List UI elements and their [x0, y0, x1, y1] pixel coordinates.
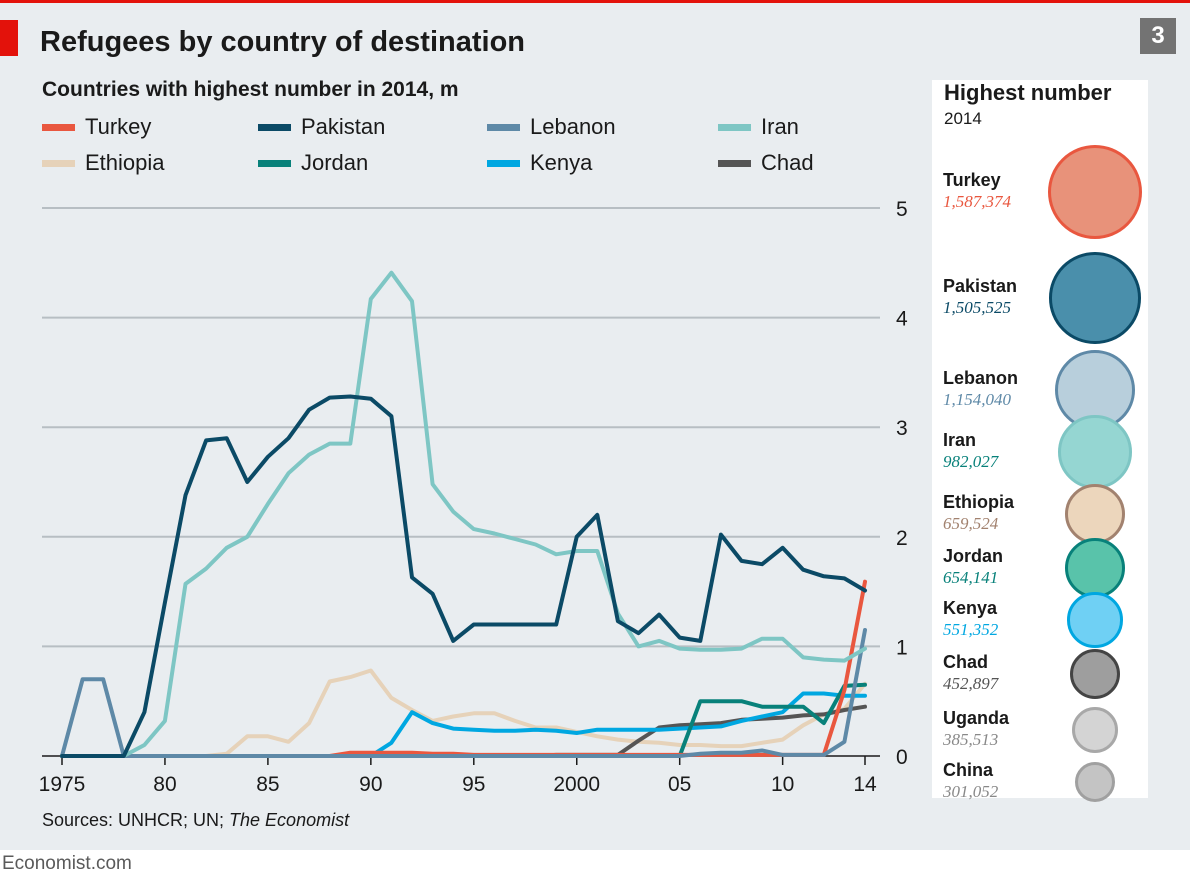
bubble-country-name: Iran — [943, 430, 977, 450]
y-tick-label: 5 — [896, 198, 908, 221]
bubble-country-name: China — [943, 760, 994, 780]
chart-number-badge: 3 — [1140, 18, 1176, 54]
legend-swatch — [718, 123, 751, 131]
x-tick-label: 95 — [462, 773, 485, 796]
bubble-country-name: Pakistan — [943, 276, 1018, 296]
legend-item-jordan: Jordan — [258, 150, 368, 176]
x-tick-label: 80 — [153, 773, 176, 796]
legend-item-kenya: Kenya — [487, 150, 592, 176]
bubble-country-name: Turkey — [943, 170, 1001, 190]
y-tick-label: 4 — [896, 308, 908, 331]
bubble-circle — [1058, 415, 1132, 489]
brand-credit: Economist.com — [2, 853, 132, 874]
y-tick-label: 3 — [896, 417, 908, 440]
bubble-circle — [1064, 537, 1126, 599]
x-tick-label: 10 — [771, 773, 794, 796]
bubble-country-name: Lebanon — [943, 368, 1018, 388]
series-line-lebanon — [60, 628, 867, 758]
sources-note: Sources: UNHCR; UN; The Economist — [42, 810, 349, 831]
sources-text: Sources: UNHCR; UN; — [42, 810, 230, 830]
legend-item-ethiopia: Ethiopia — [42, 150, 165, 176]
x-tick-label: 05 — [668, 773, 691, 796]
legend-label: Lebanon — [530, 114, 616, 139]
legend-item-pakistan: Pakistan — [258, 114, 385, 140]
legend-swatch — [487, 159, 520, 167]
legend-label: Chad — [761, 150, 814, 175]
legend-swatch — [718, 159, 751, 167]
x-tick-label: 1975 — [39, 773, 86, 796]
bubble-circle — [1049, 252, 1141, 344]
bubble-country-name: Ethiopia — [943, 492, 1014, 512]
bubble-country-name: Chad — [943, 652, 988, 672]
bubble-country-name: Jordan — [943, 546, 1004, 566]
x-tick-label: 2000 — [553, 773, 600, 796]
series-line-pakistan — [60, 394, 867, 758]
bubble-country-name: Kenya — [943, 598, 998, 618]
bubble-value-label: 551,352 — [943, 620, 999, 639]
sources-italic-text: The Economist — [229, 810, 350, 830]
bubble-circle — [1064, 483, 1126, 545]
x-tick-label: 85 — [256, 773, 279, 796]
legend-label: Ethiopia — [85, 150, 165, 175]
bubble-value-label: 385,513 — [943, 730, 999, 749]
bubble-value-label: 659,524 — [943, 514, 999, 533]
bubble-country-name: Uganda — [943, 708, 1010, 728]
bubble-circle — [1069, 648, 1121, 700]
side-panel-subtitle: 2014 — [944, 109, 982, 128]
legend-label: Pakistan — [301, 114, 386, 139]
bubble-value-label: 982,027 — [943, 452, 999, 471]
legend-item-chad: Chad — [718, 150, 814, 176]
chart-subtitle: Countries with highest number in 2014, m — [42, 78, 459, 101]
y-tick-label: 1 — [896, 636, 908, 659]
top-red-rule — [0, 0, 1190, 3]
y-tick-label: 0 — [896, 746, 908, 769]
legend-item-iran: Iran — [718, 114, 799, 140]
legend-swatch — [42, 159, 75, 167]
legend-label: Jordan — [301, 150, 369, 175]
side-panel-title: Highest number — [944, 80, 1112, 105]
bubble-circle — [1071, 706, 1119, 754]
bubble-value-label: 1,154,040 — [943, 390, 1011, 409]
highest-number-panel: Highest number 2014 Turkey 1,587,374 Pakis… — [932, 80, 1148, 803]
bubble-value-label: 654,141 — [943, 568, 999, 587]
y-tick-label: 2 — [896, 527, 908, 550]
legend-item-turkey: Turkey — [42, 114, 151, 140]
series-line-iran — [60, 270, 867, 758]
line-chart: 0 1 2 3 4 5 1975 80 85 90 95 2000 05 10 14 — [39, 198, 908, 796]
chart-title: Refugees by country of destination — [40, 26, 525, 58]
bubble-value-label: 1,505,525 — [943, 298, 1011, 317]
bubble-circle — [1048, 145, 1142, 239]
legend-swatch — [487, 123, 520, 131]
red-tab-marker — [0, 20, 18, 56]
legend-swatch — [258, 159, 291, 167]
legend-label: Kenya — [530, 150, 593, 175]
bubble-value-label: 301,052 — [943, 782, 999, 801]
x-tick-label: 90 — [359, 773, 382, 796]
legend-label: Turkey — [85, 114, 152, 139]
legend-swatch — [258, 123, 291, 131]
bubble-circle — [1074, 761, 1116, 803]
bubble-circle — [1067, 592, 1123, 648]
legend-swatch — [42, 123, 75, 131]
series-line-ethiopia — [60, 668, 867, 758]
legend-label: Iran — [761, 114, 799, 139]
x-tick-label: 14 — [853, 773, 877, 796]
bubble-value-label: 1,587,374 — [943, 192, 1011, 211]
bubble-value-label: 452,897 — [943, 674, 999, 693]
legend-item-lebanon: Lebanon — [487, 114, 616, 140]
